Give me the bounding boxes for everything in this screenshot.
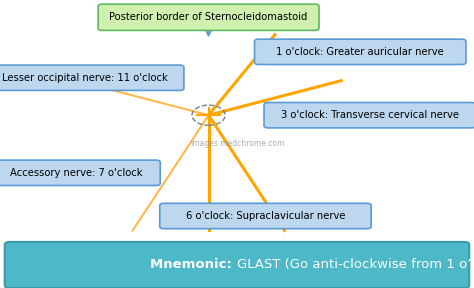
FancyBboxPatch shape bbox=[255, 39, 466, 65]
FancyBboxPatch shape bbox=[264, 103, 474, 128]
FancyBboxPatch shape bbox=[5, 242, 469, 288]
Text: Lesser occipital nerve: 11 o'clock: Lesser occipital nerve: 11 o'clock bbox=[2, 73, 168, 83]
Text: images.medchrome.com: images.medchrome.com bbox=[190, 139, 284, 149]
FancyBboxPatch shape bbox=[160, 203, 371, 229]
Text: Mnemonic:: Mnemonic: bbox=[151, 258, 237, 272]
Text: 3 o'clock: Transverse cervical nerve: 3 o'clock: Transverse cervical nerve bbox=[281, 110, 459, 120]
FancyBboxPatch shape bbox=[98, 4, 319, 31]
Text: Accessory nerve: 7 o'clock: Accessory nerve: 7 o'clock bbox=[9, 168, 142, 178]
Text: 1 o'clock: Greater auricular nerve: 1 o'clock: Greater auricular nerve bbox=[276, 47, 444, 57]
FancyBboxPatch shape bbox=[0, 160, 160, 185]
Text: GLAST (Go anti-clockwise from 1 o’ clock): GLAST (Go anti-clockwise from 1 o’ clock… bbox=[237, 258, 474, 272]
FancyBboxPatch shape bbox=[0, 65, 184, 90]
Text: Posterior border of Sternocleidomastoid: Posterior border of Sternocleidomastoid bbox=[109, 12, 308, 22]
Text: 6 o'clock: Supraclavicular nerve: 6 o'clock: Supraclavicular nerve bbox=[186, 211, 345, 221]
